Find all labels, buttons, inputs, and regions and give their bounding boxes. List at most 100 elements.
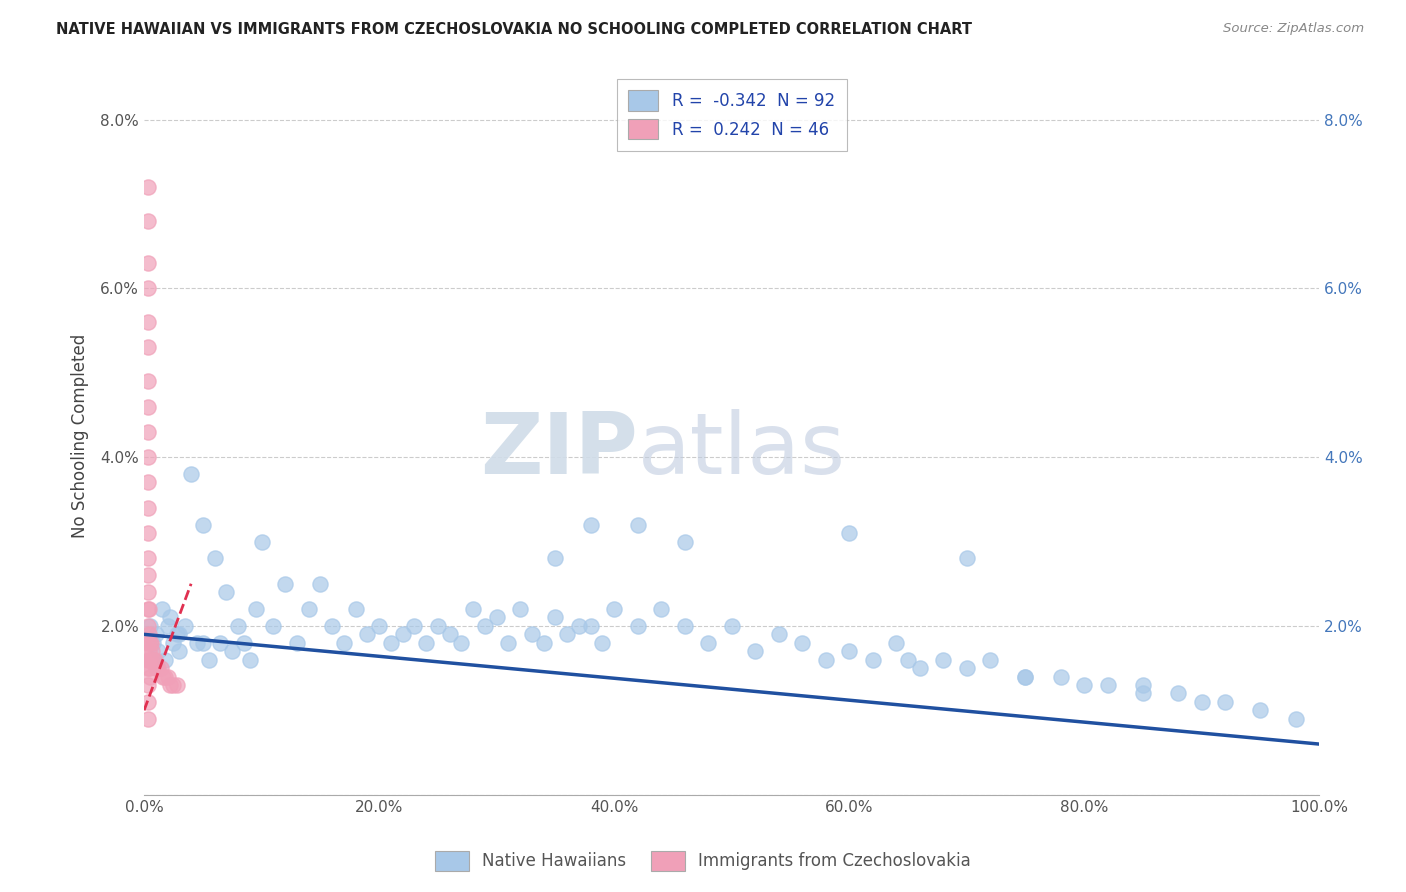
Point [150, 602, 173, 616]
Point [1097, 678, 1119, 692]
Point [790, 636, 813, 650]
Point [956, 551, 979, 566]
Point [136, 619, 159, 633]
Point [136, 425, 159, 439]
Point [139, 653, 162, 667]
Point [162, 636, 184, 650]
Point [191, 517, 214, 532]
Point [1014, 669, 1036, 683]
Point [146, 661, 169, 675]
Text: NATIVE HAWAIIAN VS IMMIGRANTS FROM CZECHOSLOVAKIA NO SCHOOLING COMPLETED CORRELA: NATIVE HAWAIIAN VS IMMIGRANTS FROM CZECH… [56, 22, 972, 37]
Point [245, 602, 267, 616]
Point [155, 653, 177, 667]
Point [148, 661, 170, 675]
Legend: R =  -0.342  N = 92, R =  0.242  N = 46: R = -0.342 N = 92, R = 0.242 N = 46 [617, 78, 846, 151]
Point [262, 619, 284, 633]
Point [136, 180, 159, 194]
Point [720, 619, 742, 633]
Point [136, 450, 159, 465]
Point [221, 644, 243, 658]
Point [136, 281, 159, 295]
Point [956, 661, 979, 675]
Point [136, 695, 159, 709]
Point [162, 678, 184, 692]
Point [136, 661, 159, 675]
Point [1213, 695, 1236, 709]
Point [138, 602, 160, 616]
Point [159, 678, 181, 692]
Point [1132, 686, 1154, 700]
Point [136, 636, 159, 650]
Point [136, 526, 159, 541]
Point [333, 636, 356, 650]
Point [141, 644, 163, 658]
Point [136, 568, 159, 582]
Point [274, 576, 297, 591]
Point [136, 214, 159, 228]
Point [136, 256, 159, 270]
Point [136, 500, 159, 515]
Point [136, 678, 159, 692]
Text: ZIP: ZIP [479, 409, 637, 491]
Point [626, 619, 648, 633]
Y-axis label: No Schooling Completed: No Schooling Completed [72, 334, 89, 538]
Point [136, 712, 159, 726]
Point [139, 653, 162, 667]
Point [404, 619, 426, 633]
Point [1073, 678, 1095, 692]
Point [142, 636, 165, 650]
Point [215, 585, 238, 599]
Point [136, 602, 159, 616]
Point [142, 653, 165, 667]
Point [897, 653, 920, 667]
Point [136, 653, 159, 667]
Point [838, 526, 860, 541]
Point [368, 619, 391, 633]
Point [139, 636, 162, 650]
Point [426, 619, 449, 633]
Point [932, 653, 955, 667]
Point [166, 627, 188, 641]
Point [498, 636, 520, 650]
Point [591, 636, 613, 650]
Point [145, 627, 167, 641]
Point [626, 517, 648, 532]
Point [884, 636, 907, 650]
Point [239, 653, 262, 667]
Point [1049, 669, 1071, 683]
Point [233, 636, 256, 650]
Point [152, 669, 174, 683]
Point [174, 619, 197, 633]
Text: Source: ZipAtlas.com: Source: ZipAtlas.com [1223, 22, 1364, 36]
Point [1014, 669, 1036, 683]
Point [138, 627, 160, 641]
Point [673, 619, 696, 633]
Point [169, 644, 191, 658]
Point [139, 619, 162, 633]
Point [520, 627, 543, 641]
Point [155, 669, 177, 683]
Point [143, 653, 166, 667]
Point [485, 610, 508, 624]
Point [768, 627, 790, 641]
Point [156, 669, 179, 683]
Point [136, 315, 159, 329]
Point [1285, 712, 1308, 726]
Point [356, 627, 378, 641]
Point [297, 602, 319, 616]
Point [204, 551, 226, 566]
Point [169, 627, 191, 641]
Point [908, 661, 931, 675]
Point [226, 619, 249, 633]
Point [136, 551, 159, 566]
Point [1191, 695, 1213, 709]
Point [533, 636, 555, 650]
Point [673, 534, 696, 549]
Text: atlas: atlas [637, 409, 845, 491]
Point [191, 636, 214, 650]
Point [461, 602, 484, 616]
Point [156, 619, 179, 633]
Point [568, 619, 591, 633]
Point [579, 517, 602, 532]
Point [439, 627, 461, 641]
